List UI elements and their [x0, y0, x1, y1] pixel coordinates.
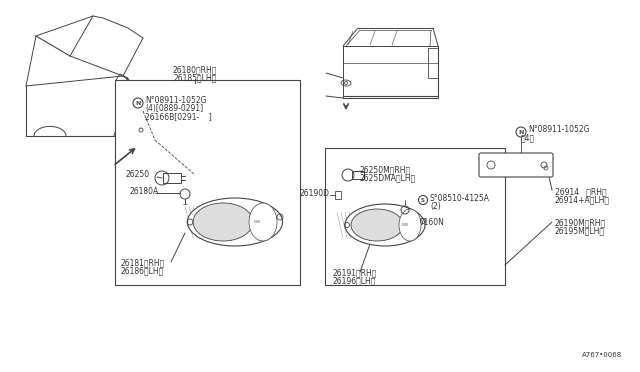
Text: 2625DMA〈LH〉: 2625DMA〈LH〉: [360, 173, 416, 182]
Bar: [335, 191, 341, 199]
Text: 26190D: 26190D: [300, 189, 330, 198]
Text: EIIII: EIIII: [253, 220, 260, 224]
Ellipse shape: [249, 203, 277, 241]
Bar: [428, 48, 438, 78]
Text: 26195M〈LH〉: 26195M〈LH〉: [555, 226, 605, 235]
Text: 26180〈RH〉: 26180〈RH〉: [173, 65, 217, 74]
Text: S: S: [421, 198, 425, 202]
Text: (2): (2): [430, 202, 441, 211]
Text: 26166B[0291-    ]: 26166B[0291- ]: [145, 112, 212, 121]
Bar: [352, 171, 364, 179]
Text: 26250M〈RH〉: 26250M〈RH〉: [360, 165, 411, 174]
Text: S°08510-4125A: S°08510-4125A: [430, 194, 490, 203]
Text: 26185〈LH〉: 26185〈LH〉: [173, 73, 216, 82]
Text: N°08911-1052G: N°08911-1052G: [528, 125, 589, 134]
Bar: [115, 80, 300, 285]
Text: 26191〈RH〉: 26191〈RH〉: [333, 268, 378, 277]
Text: 26190M〈RH〉: 26190M〈RH〉: [555, 218, 606, 227]
Text: 26914   〈RH〉: 26914 〈RH〉: [555, 187, 607, 196]
Text: N: N: [518, 129, 524, 135]
Bar: [128, 120, 156, 132]
Ellipse shape: [345, 204, 425, 246]
Text: 26250: 26250: [125, 170, 149, 179]
Ellipse shape: [399, 209, 421, 241]
Text: 26914+A〈LH〉: 26914+A〈LH〉: [555, 195, 610, 204]
Bar: [325, 148, 505, 285]
Text: A767•0068: A767•0068: [582, 352, 622, 358]
Text: 26186〈LH〉: 26186〈LH〉: [120, 266, 163, 275]
Text: 26160N: 26160N: [415, 218, 445, 227]
Ellipse shape: [351, 209, 403, 241]
Ellipse shape: [193, 203, 253, 241]
Text: EIIII: EIIII: [401, 223, 408, 227]
Bar: [128, 98, 156, 118]
Text: 26196〈LH〉: 26196〈LH〉: [333, 276, 376, 285]
FancyBboxPatch shape: [479, 153, 553, 177]
Text: (4)[0889-0291]: (4)[0889-0291]: [145, 104, 203, 113]
Text: 26180A: 26180A: [130, 186, 159, 196]
Text: 〈4〉: 〈4〉: [521, 133, 535, 142]
Bar: [163, 173, 181, 183]
Text: N: N: [135, 100, 141, 106]
Text: 26181〈RH〉: 26181〈RH〉: [120, 258, 164, 267]
Text: N°08911-1052G: N°08911-1052G: [145, 96, 207, 105]
Ellipse shape: [188, 198, 282, 246]
